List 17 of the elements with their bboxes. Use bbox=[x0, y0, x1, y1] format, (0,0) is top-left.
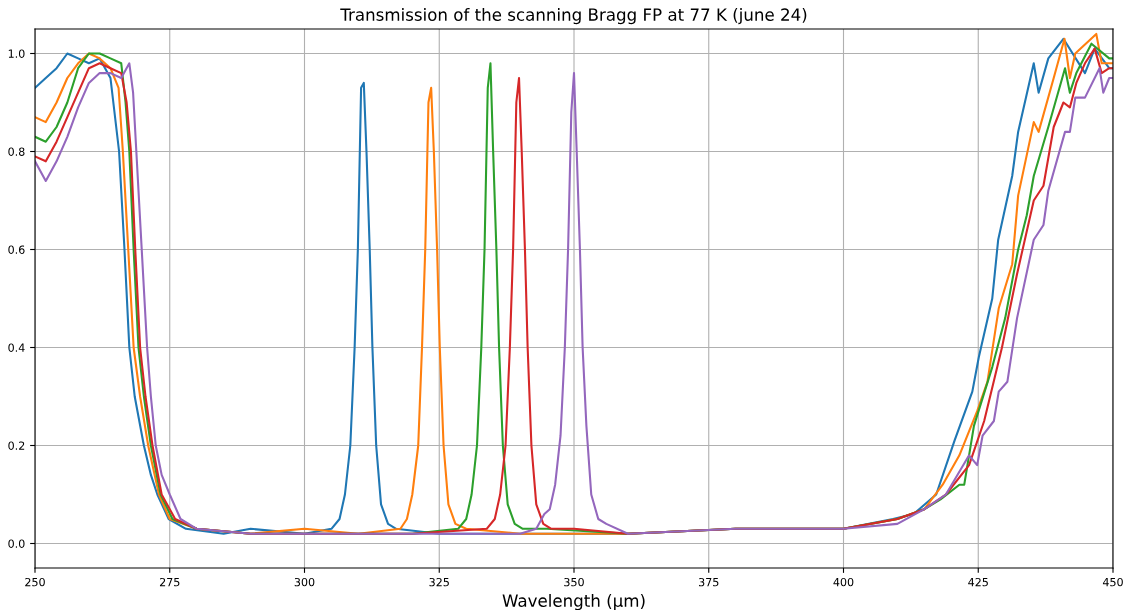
x-tick-label: 425 bbox=[968, 577, 988, 587]
y-tick-label: 0.8 bbox=[8, 147, 25, 156]
x-tick-label: 375 bbox=[698, 577, 719, 587]
y-tick-label: 0.4 bbox=[8, 343, 25, 352]
x-tick-label: 300 bbox=[294, 577, 315, 587]
x-tick-label: 250 bbox=[25, 577, 45, 587]
x-axis-title: Wavelength (µm) bbox=[502, 594, 645, 610]
x-tick-label: 350 bbox=[564, 577, 584, 587]
x-tick-label: 275 bbox=[159, 577, 180, 587]
chart-title: Transmission of the scanning Bragg FP at 77 K (june 24) bbox=[340, 8, 807, 25]
x-tick-label: 325 bbox=[429, 577, 449, 587]
x-tick-label: 400 bbox=[833, 577, 854, 587]
y-tick-label: 0.0 bbox=[8, 539, 25, 548]
y-tick-label: 1.0 bbox=[8, 49, 25, 58]
y-tick-label: 0.6 bbox=[8, 245, 25, 254]
y-tick-label: 0.2 bbox=[8, 441, 25, 450]
x-tick-label: 450 bbox=[1102, 577, 1123, 587]
